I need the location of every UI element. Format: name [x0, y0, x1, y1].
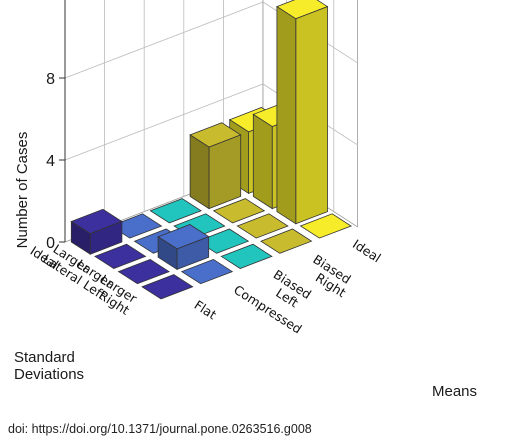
- bar-top: [180, 258, 234, 285]
- bar-side: [252, 113, 273, 210]
- z-axis-ticks: 0 4 8: [46, 0, 66, 252]
- bar-3-3: [260, 228, 313, 254]
- col-label: Flat: [192, 297, 220, 322]
- bar-1-0: [94, 243, 147, 269]
- z-tick-label: 0: [46, 235, 55, 252]
- bar-top: [110, 213, 163, 239]
- bar-2-0: [117, 258, 170, 285]
- col-axis-title: Means: [432, 383, 477, 400]
- bar-3-2: [220, 243, 273, 269]
- doi-caption: doi: https://doi.org/10.1371/journal.pon…: [8, 422, 312, 436]
- z-axis-title: Number of Cases: [14, 132, 31, 249]
- bar-2-1: [157, 224, 210, 271]
- bar-front: [295, 6, 328, 225]
- bar-top: [236, 213, 289, 239]
- bar-side: [70, 220, 91, 255]
- bar-0-0: [70, 208, 123, 255]
- bar-2-4: [276, 0, 329, 225]
- bar-top: [149, 198, 202, 224]
- z-tick-label: 4: [46, 153, 55, 170]
- bar-2-2: [196, 228, 250, 254]
- bar-top: [196, 228, 250, 254]
- bar-top: [260, 228, 313, 254]
- bar-top: [212, 198, 266, 224]
- bar-0-1: [110, 213, 163, 239]
- bar-3-1: [180, 258, 234, 285]
- bar-3-0: [141, 274, 194, 300]
- bar-side: [157, 235, 178, 271]
- bar-1-3: [212, 198, 266, 224]
- col-label: Ideal: [350, 236, 384, 265]
- row-axis-title: Standard Deviations: [14, 349, 84, 383]
- chart-bars: [70, 0, 352, 300]
- bar-top: [117, 258, 170, 285]
- bar-top: [220, 243, 273, 269]
- bar-0-2: [149, 198, 202, 224]
- bar-top: [299, 213, 352, 239]
- bar-2-3: [236, 213, 289, 239]
- bar-3-4: [299, 213, 352, 239]
- bar-0-3: [189, 122, 242, 210]
- bar-side: [189, 134, 210, 210]
- bar-front: [208, 134, 242, 210]
- bar-top: [94, 243, 147, 269]
- bar-top: [141, 274, 194, 300]
- bar-side: [276, 5, 297, 225]
- z-tick-label: 8: [46, 71, 55, 88]
